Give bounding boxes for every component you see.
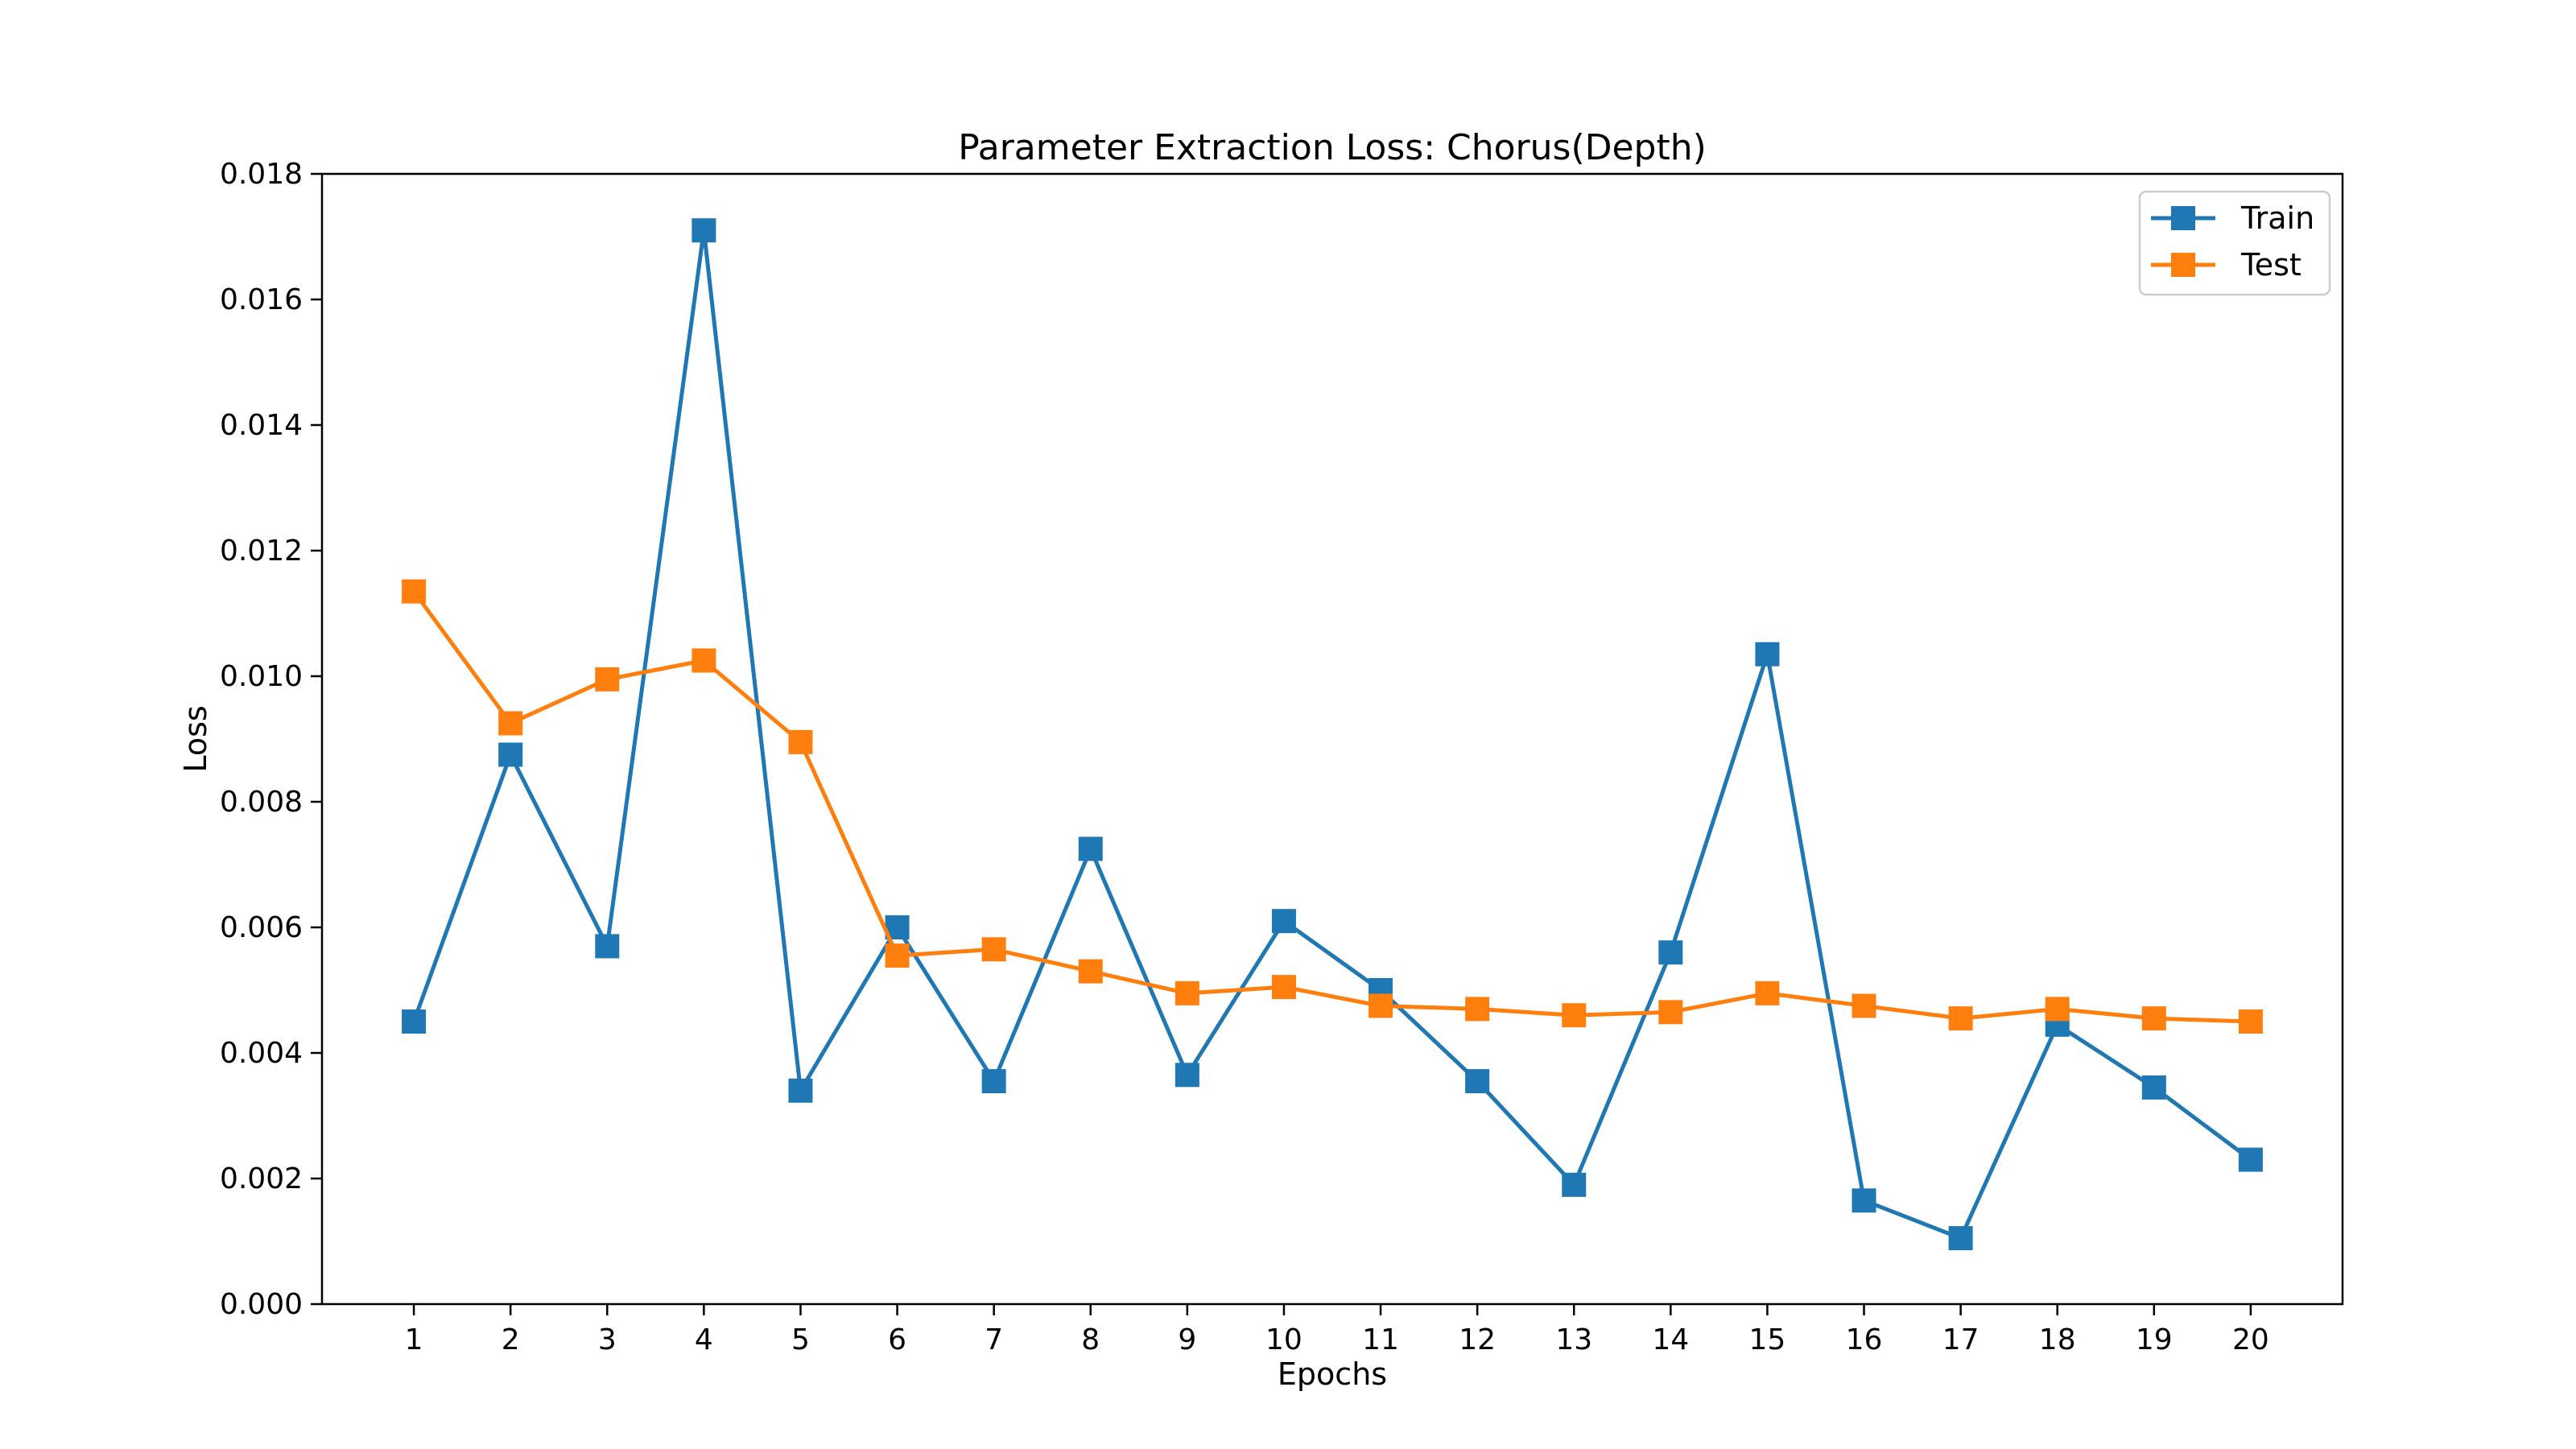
x-tick-label: 2 bbox=[502, 1323, 520, 1356]
data-point-test bbox=[402, 579, 427, 604]
data-point-test bbox=[1368, 993, 1393, 1018]
data-point-test bbox=[1465, 997, 1490, 1022]
y-tick-label: 0.016 bbox=[220, 283, 303, 316]
y-tick-label: 0.018 bbox=[220, 158, 303, 191]
data-point-train bbox=[981, 1069, 1006, 1094]
data-point-test bbox=[2238, 1009, 2263, 1034]
data-point-train bbox=[1078, 836, 1103, 861]
data-point-train bbox=[691, 218, 716, 243]
series-layer bbox=[402, 218, 2263, 1251]
series-test bbox=[402, 579, 2263, 1034]
x-tick-label: 19 bbox=[2136, 1323, 2173, 1356]
data-point-test bbox=[498, 711, 523, 736]
data-point-train bbox=[1562, 1172, 1587, 1197]
data-point-train bbox=[788, 1078, 813, 1103]
x-tick-label: 18 bbox=[2039, 1323, 2076, 1356]
y-tick-label: 0.012 bbox=[220, 535, 303, 568]
y-tick-label: 0.004 bbox=[220, 1037, 303, 1070]
data-point-test bbox=[1658, 1000, 1683, 1025]
x-tick-label: 13 bbox=[1555, 1323, 1592, 1356]
data-point-train bbox=[402, 1009, 427, 1034]
data-point-test bbox=[691, 648, 716, 673]
legend-marker-test bbox=[2171, 253, 2195, 277]
x-axis-label: Epochs bbox=[1278, 1356, 1387, 1392]
y-axis-ticks: 0.000 0.002 0.004 0.006 0.008 0.010 0.012 0.014… bbox=[220, 158, 322, 1321]
y-tick-label: 0.006 bbox=[220, 911, 303, 944]
data-point-test bbox=[2045, 997, 2070, 1022]
series-train bbox=[402, 218, 2263, 1251]
y-tick-label: 0.008 bbox=[220, 786, 303, 819]
x-tick-label: 15 bbox=[1749, 1323, 1786, 1356]
data-point-test bbox=[595, 667, 620, 691]
x-tick-label: 10 bbox=[1265, 1323, 1302, 1356]
data-point-test bbox=[2141, 1006, 2166, 1031]
data-point-test bbox=[885, 943, 910, 968]
data-point-train bbox=[1174, 1063, 1199, 1088]
data-point-test bbox=[1562, 1003, 1587, 1028]
x-tick-label: 7 bbox=[985, 1323, 1003, 1356]
data-point-train bbox=[1271, 909, 1296, 934]
data-point-train bbox=[2238, 1147, 2263, 1172]
x-axis-ticks: 1 2 3 4 5 6 7 8 9 10 11 12 13 14 15 16 17 18 19 20 bbox=[405, 1304, 2269, 1356]
x-tick-label: 16 bbox=[1846, 1323, 1883, 1356]
data-point-train bbox=[1948, 1226, 1973, 1251]
x-tick-label: 3 bbox=[598, 1323, 617, 1356]
data-point-test bbox=[1852, 993, 1876, 1018]
data-point-test bbox=[1174, 980, 1199, 1005]
data-point-train bbox=[2141, 1075, 2166, 1100]
data-point-train bbox=[1852, 1188, 1876, 1213]
x-tick-label: 1 bbox=[405, 1323, 423, 1356]
data-point-test bbox=[1078, 959, 1103, 984]
chart-title: Parameter Extraction Loss: Chorus(Depth) bbox=[958, 127, 1707, 168]
legend-label-test: Test bbox=[2240, 247, 2301, 283]
data-point-train bbox=[498, 742, 523, 767]
data-point-test bbox=[788, 729, 813, 754]
x-tick-label: 11 bbox=[1362, 1323, 1399, 1356]
data-point-train bbox=[1658, 940, 1683, 965]
data-point-test bbox=[1755, 980, 1780, 1005]
y-tick-label: 0.014 bbox=[220, 409, 303, 442]
y-tick-label: 0.002 bbox=[220, 1162, 303, 1195]
data-point-test bbox=[981, 937, 1006, 962]
x-tick-label: 5 bbox=[791, 1323, 810, 1356]
data-point-train bbox=[595, 934, 620, 959]
legend-label-train: Train bbox=[2240, 200, 2314, 236]
series-line-test bbox=[412, 590, 2251, 1024]
data-point-test bbox=[1271, 975, 1296, 1000]
y-axis-label: Loss bbox=[178, 705, 213, 772]
x-tick-label: 9 bbox=[1178, 1323, 1196, 1356]
data-point-train bbox=[1755, 642, 1780, 667]
x-tick-label: 14 bbox=[1652, 1323, 1689, 1356]
data-point-test bbox=[1948, 1006, 1973, 1031]
x-tick-label: 12 bbox=[1459, 1323, 1496, 1356]
legend: Train Test bbox=[2138, 190, 2331, 296]
plot-area-frame bbox=[320, 172, 2344, 1306]
data-point-train bbox=[1465, 1069, 1490, 1094]
y-tick-label: 0.000 bbox=[220, 1288, 303, 1321]
x-tick-label: 6 bbox=[888, 1323, 906, 1356]
x-tick-label: 8 bbox=[1081, 1323, 1100, 1356]
x-tick-label: 4 bbox=[695, 1323, 713, 1356]
x-tick-label: 20 bbox=[2232, 1323, 2269, 1356]
legend-marker-train bbox=[2171, 206, 2195, 230]
series-line-train bbox=[411, 228, 2252, 1241]
y-tick-label: 0.010 bbox=[220, 660, 303, 693]
x-tick-label: 17 bbox=[1942, 1323, 1979, 1356]
